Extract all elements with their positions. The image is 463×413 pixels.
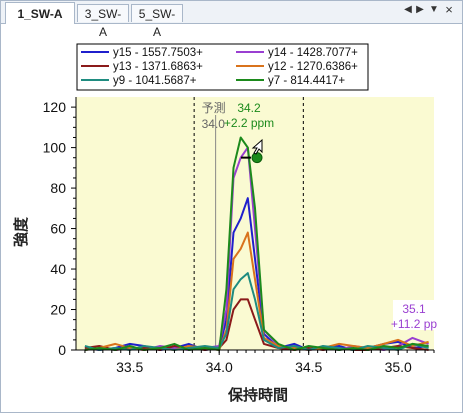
right-ppm-label: +11.2 pp <box>391 317 437 331</box>
series-line-y7 <box>84 136 429 351</box>
axes: 0 20 40 60 80 100 120 33.5 34.0 34.5 35.0 <box>43 97 435 375</box>
peak-marker-dot[interactable] <box>251 152 263 164</box>
legend-label: y7 - 814.4417+ <box>268 75 345 87</box>
legend-label: y14 - 1428.7077+ <box>268 47 358 59</box>
x-axis-label: 保持時間 <box>227 386 288 404</box>
y-tick-label: 20 <box>50 302 66 318</box>
hand-cursor-icon <box>251 138 263 155</box>
x-tick-label: 34.5 <box>295 359 322 375</box>
tab-3-sw-a[interactable]: 3_SW-A <box>77 4 129 39</box>
dropdown-icon[interactable]: ▼ <box>429 4 439 15</box>
y-axis-label: 強度 <box>12 216 30 247</box>
y-tick-label: 0 <box>58 342 66 358</box>
integration-bounds <box>193 97 304 350</box>
scroll-left-icon[interactable]: ◀ <box>404 4 412 15</box>
peak-rt-label: 34.2 <box>237 101 261 115</box>
legend-label: y13 - 1371.6863+ <box>113 61 203 73</box>
tab-5-sw-a[interactable]: 5_SW-A <box>131 4 183 39</box>
legend-label: y12 - 1270.6386+ <box>268 61 358 73</box>
right-annotation-bg <box>393 300 437 330</box>
x-tick-label: 34.0 <box>206 359 233 375</box>
peak-annotation-bg <box>225 100 277 130</box>
right-rt-label: 35.1 <box>402 302 426 316</box>
tab-1-sw-a[interactable]: 1_SW-A <box>5 2 75 24</box>
tab-bar: 1_SW-A 3_SW-A 5_SW-A ◀ ▶ ▼ × <box>1 1 462 39</box>
annotations: 予測 34.0 34.2+2.2 ppm 35.1+11.2 pp <box>202 100 437 331</box>
y-tick-label: 40 <box>50 261 66 277</box>
scroll-right-icon[interactable]: ▶ <box>416 4 424 15</box>
x-tick-label: 35.0 <box>385 359 412 375</box>
legend-label: y15 - 1557.7503+ <box>113 47 203 59</box>
y-tick-label: 120 <box>43 99 67 115</box>
y-tick-label: 80 <box>50 180 66 196</box>
legend-label: y9 - 1041.5687+ <box>113 75 197 87</box>
y-tick-label: 100 <box>43 140 67 156</box>
series-line-y9 <box>84 272 429 351</box>
predicted-label: 予測 <box>202 101 226 115</box>
x-tick-label: 33.5 <box>116 359 143 375</box>
legend: y15 - 1557.7503+ y14 - 1428.7077+ y13 - 13… <box>76 43 369 91</box>
y-tick-label: 60 <box>50 221 66 237</box>
predicted-rt-value: 34.0 <box>202 117 226 131</box>
close-icon[interactable]: × <box>445 2 453 17</box>
peak-ppm-label: +2.2 ppm <box>224 116 274 130</box>
legend-box <box>76 43 369 91</box>
